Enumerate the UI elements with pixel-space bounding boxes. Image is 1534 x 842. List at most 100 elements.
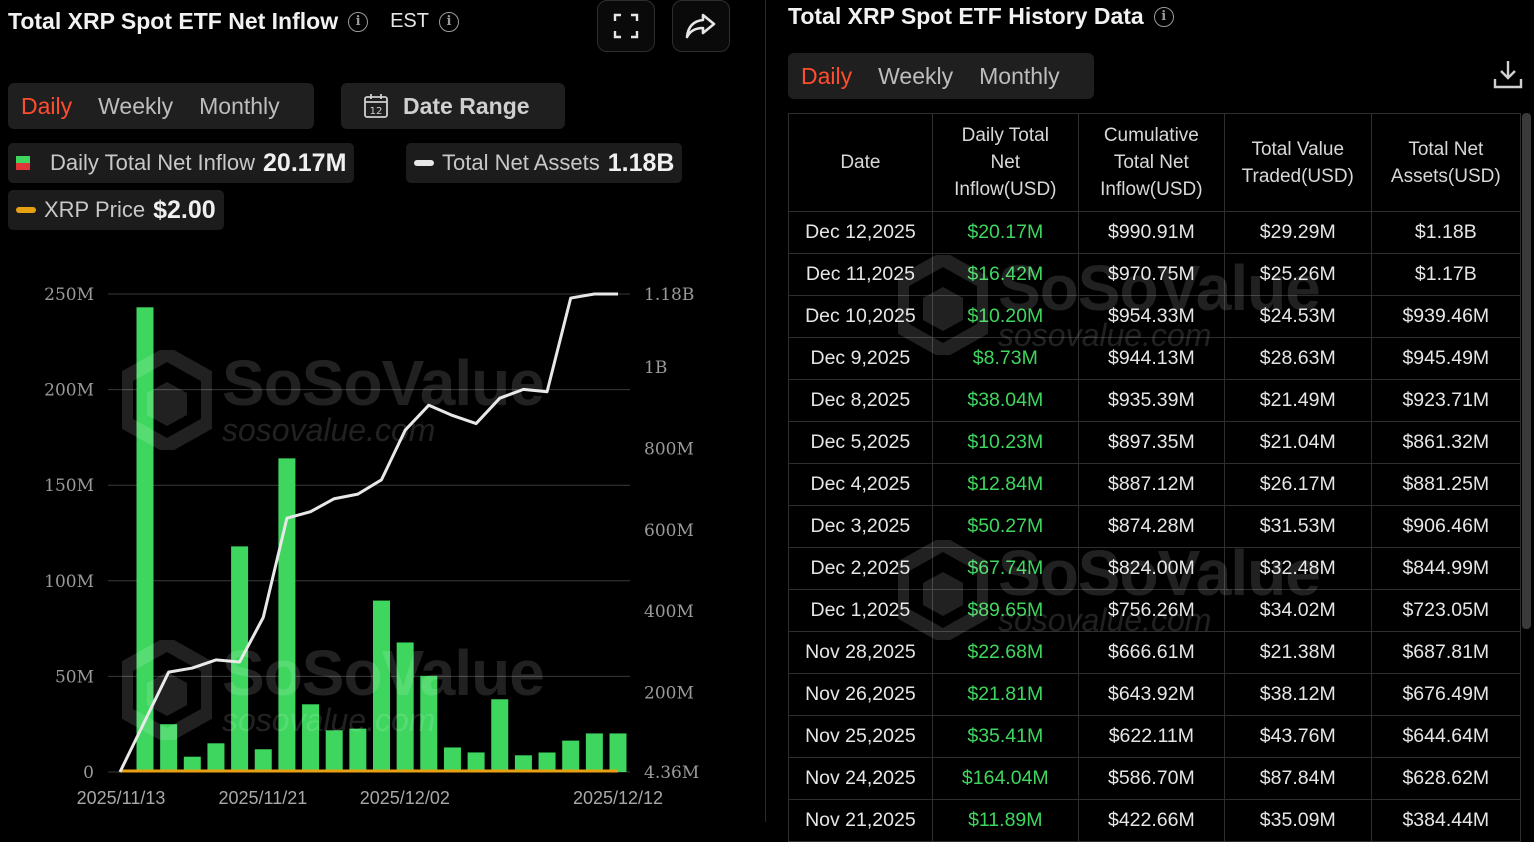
table-row: Nov 26,2025 $21.81M $643.92M $38.12M $676.49…	[788, 673, 1522, 716]
table-cell: $723.05M	[1370, 589, 1522, 632]
table-row: Nov 21,2025 $11.89M $422.66M $35.09M $384.44…	[788, 799, 1522, 842]
table-cell: $10.23M	[931, 421, 1079, 464]
tab-daily[interactable]: Daily	[21, 92, 73, 119]
column-header-line: Inflow(USD)	[1100, 179, 1203, 200]
column-header: Total Value Traded(USD)	[1223, 113, 1372, 212]
table-row: Dec 4,2025 $12.84M $887.12M $26.17M $881.25M	[788, 463, 1522, 506]
legend-price-name: XRP Price	[44, 197, 146, 222]
table-cell: $25.26M	[1223, 253, 1372, 296]
table-cell: Dec 11,2025	[788, 253, 933, 296]
assets-line	[118, 292, 618, 773]
table-cell: $67.74M	[931, 547, 1079, 590]
fullscreen-button[interactable]	[597, 0, 655, 52]
table-cell: Dec 8,2025	[788, 379, 933, 422]
table-cell: $87.84M	[1223, 757, 1372, 800]
table-scrollbar[interactable]	[1522, 113, 1531, 629]
legend-assets[interactable]: Total Net Assets 1.18B	[406, 143, 683, 183]
timezone-label: EST	[390, 10, 429, 32]
table-cell: $89.65M	[931, 589, 1079, 632]
table-cell: $666.61M	[1077, 631, 1225, 674]
table-cell: $12.84M	[931, 463, 1079, 506]
table-row: Dec 5,2025 $10.23M $897.35M $21.04M $861.32M	[788, 421, 1522, 464]
history-info-icon[interactable]: i	[1153, 6, 1174, 27]
y-right-tick-label: 600M	[644, 521, 694, 541]
table-cell: $43.76M	[1223, 715, 1372, 758]
inflow-bar	[278, 458, 296, 772]
table-cell: $945.49M	[1370, 337, 1522, 380]
column-header: Date	[788, 113, 933, 212]
inflow-bar	[609, 733, 627, 772]
table-cell: $935.39M	[1077, 379, 1225, 422]
table-cell: $897.35M	[1077, 421, 1225, 464]
table-cell: $21.38M	[1223, 631, 1372, 674]
table-cell: $586.70M	[1077, 757, 1225, 800]
table-cell: $10.20M	[931, 295, 1079, 338]
x-tick-label: 2025/11/13	[77, 788, 166, 808]
y-right-tick-label: 4.36M	[644, 763, 699, 783]
timezone-info-icon[interactable]: i	[439, 11, 459, 32]
table-cell: $38.12M	[1223, 673, 1372, 716]
period-tabs: Daily Weekly Monthly	[8, 83, 314, 129]
legend-inflow[interactable]: Daily Total Net Inflow 20.17M	[8, 143, 355, 183]
table-cell: Dec 9,2025	[788, 337, 933, 380]
table-cell: $954.33M	[1077, 295, 1225, 338]
share-button[interactable]	[672, 0, 730, 52]
column-header-line: Assets(USD)	[1390, 165, 1501, 187]
table-cell: $35.09M	[1223, 799, 1372, 842]
inflow-bar	[538, 752, 556, 772]
table-cell: Dec 3,2025	[788, 505, 933, 548]
table-row: Nov 28,2025 $22.68M $666.61M $21.38M $687.81…	[788, 631, 1522, 674]
info-icon[interactable]: i	[348, 11, 369, 32]
table-cell: $944.13M	[1077, 337, 1225, 380]
inflow-bar	[183, 756, 201, 772]
inflow-bar	[514, 755, 532, 772]
date-range-button[interactable]: 12 Date Range	[341, 83, 565, 129]
column-header-line: Total Value	[1251, 138, 1345, 160]
history-table: Date Daily Total Net Inflow(USD) Cumulative T…	[788, 113, 1522, 842]
assets-legend-line-icon	[414, 160, 434, 166]
table-cell: $861.32M	[1370, 421, 1522, 464]
table-row: Nov 24,2025 $164.04M $586.70M $87.84M $628.6…	[788, 757, 1522, 800]
table-row: Dec 8,2025 $38.04M $935.39M $21.49M $923.71M	[788, 379, 1522, 422]
table-cell: $676.49M	[1370, 673, 1522, 716]
history-tab-monthly[interactable]: Monthly	[979, 62, 1060, 89]
inflow-bar	[396, 642, 414, 772]
column-header-line: Total Net	[1113, 152, 1189, 173]
calendar-icon: 12	[364, 94, 388, 118]
x-tick-label: 2025/11/21	[219, 788, 308, 808]
table-header-row: Date Daily Total Net Inflow(USD) Cumulative T…	[788, 113, 1522, 212]
table-cell: $643.92M	[1077, 673, 1225, 716]
table-row: Dec 2,2025 $67.74M $824.00M $32.48M $844.99M	[788, 547, 1522, 590]
legend-inflow-value: 20.17M	[263, 148, 347, 177]
table-cell: $21.49M	[1223, 379, 1372, 422]
x-tick-label: 2025/12/02	[360, 788, 450, 808]
y-left-tick-label: 200M	[44, 381, 94, 401]
table-cell: Dec 12,2025	[788, 211, 933, 254]
download-button[interactable]	[1492, 58, 1524, 95]
legend-price-value: $2.00	[153, 195, 216, 224]
y-left-tick-label: 0	[83, 763, 94, 783]
tab-monthly[interactable]: Monthly	[199, 92, 280, 119]
net-inflow-chart[interactable]: 0 50M 100M 150M 200M 250M 4.36M 200M 400M 600M 800…	[0, 260, 760, 822]
table-cell: $20.17M	[931, 211, 1079, 254]
history-tab-weekly[interactable]: Weekly	[878, 62, 954, 89]
history-tab-daily[interactable]: Daily	[801, 62, 853, 89]
table-cell: Nov 25,2025	[788, 715, 933, 758]
price-legend-line-icon	[16, 207, 36, 213]
column-header-line: Total Net	[1408, 138, 1484, 160]
table-cell: $29.29M	[1223, 211, 1372, 254]
date-range-label: Date Range	[403, 92, 530, 119]
table-cell: $887.12M	[1077, 463, 1225, 506]
table-cell: $26.17M	[1223, 463, 1372, 506]
table-cell: $970.75M	[1077, 253, 1225, 296]
table-cell: $756.26M	[1077, 589, 1225, 632]
y-right-tick-label: 200M	[644, 683, 694, 703]
history-period-tabs: Daily Weekly Monthly	[788, 53, 1094, 99]
y-right-tick-label: 800M	[644, 440, 694, 460]
table-row: Dec 3,2025 $50.27M $874.28M $31.53M $906.46M	[788, 505, 1522, 548]
table-cell: $24.53M	[1223, 295, 1372, 338]
table-cell: $422.66M	[1077, 799, 1225, 842]
inflow-bar	[136, 307, 154, 772]
tab-weekly[interactable]: Weekly	[98, 92, 174, 119]
legend-price[interactable]: XRP Price $2.00	[8, 190, 224, 230]
